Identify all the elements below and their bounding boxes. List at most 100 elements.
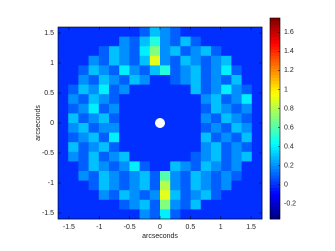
colorbar-swatch — [270, 184, 280, 188]
cell — [221, 161, 232, 172]
cell — [149, 180, 161, 191]
cell — [88, 161, 100, 172]
cell — [221, 103, 232, 114]
cell — [58, 209, 69, 220]
cell — [139, 180, 151, 191]
cell — [109, 84, 120, 95]
colorbar-swatch — [270, 206, 280, 210]
cell — [68, 103, 79, 114]
cell — [129, 84, 140, 95]
cell — [149, 142, 161, 153]
cell — [170, 209, 181, 220]
cell — [139, 75, 151, 85]
y-tick-label: 0.5 — [44, 90, 54, 97]
cell — [98, 161, 110, 172]
colorbar-swatch — [270, 109, 280, 113]
colorbar-tick-label: 1.6 — [284, 29, 294, 36]
cell — [119, 190, 130, 201]
cell — [211, 132, 222, 143]
cell — [170, 27, 181, 37]
cell — [211, 84, 222, 95]
cell — [190, 161, 202, 172]
cell — [88, 209, 100, 220]
colorbar-tick-label: 0.6 — [284, 124, 294, 131]
cell — [68, 171, 79, 181]
y-tick-label: 0 — [50, 120, 54, 127]
cell — [98, 123, 110, 133]
cell — [251, 151, 263, 162]
cell — [119, 180, 130, 191]
cell — [78, 199, 89, 210]
cell — [190, 46, 202, 57]
colorbar-swatch — [270, 162, 280, 167]
cell — [241, 180, 253, 191]
cell — [109, 132, 120, 143]
cell — [129, 46, 140, 57]
cell — [241, 94, 253, 105]
cell — [211, 94, 222, 105]
colorbar-swatch — [270, 127, 280, 132]
cell — [68, 180, 79, 191]
colorbar-swatch — [270, 74, 280, 79]
cell — [190, 65, 202, 76]
cell — [180, 132, 191, 143]
colorbar-swatch — [270, 43, 280, 47]
cell — [190, 113, 202, 124]
colorbar-swatch — [270, 149, 280, 154]
cell — [170, 75, 181, 85]
cell — [211, 209, 222, 220]
colorbar-swatch — [270, 134, 280, 138]
colorbar-swatch — [270, 36, 280, 41]
cell — [58, 27, 69, 37]
cell — [231, 142, 242, 153]
cell — [88, 103, 100, 114]
cell — [109, 180, 120, 191]
cell — [129, 27, 140, 37]
cell — [221, 27, 232, 37]
cell — [231, 113, 242, 124]
colorbar-swatch — [270, 49, 280, 53]
cell — [119, 103, 130, 114]
cell — [68, 123, 79, 133]
cell — [68, 132, 79, 143]
cell — [170, 161, 181, 172]
cell — [251, 46, 263, 57]
cell — [149, 84, 161, 95]
colorbar-swatch — [270, 131, 280, 135]
colorbar-tick-label: 1.2 — [284, 67, 294, 74]
cell — [190, 36, 202, 47]
cell — [98, 55, 110, 66]
cell — [200, 151, 212, 162]
cell — [211, 36, 222, 47]
cell — [170, 55, 181, 66]
cell — [251, 161, 263, 172]
cell — [88, 132, 100, 143]
cell — [119, 36, 130, 47]
y-tick-label: -0.5 — [42, 150, 54, 157]
cell — [78, 151, 89, 162]
colorbar-swatch — [270, 159, 280, 163]
cell — [58, 75, 69, 85]
cell — [180, 151, 191, 162]
colorbar-swatch — [270, 80, 280, 85]
colorbar-swatch — [270, 102, 280, 107]
cell — [98, 94, 110, 105]
cell — [98, 36, 110, 47]
cell — [200, 142, 212, 153]
cell — [160, 161, 171, 172]
cell — [98, 142, 110, 153]
cell — [241, 103, 253, 114]
cell — [231, 55, 242, 66]
y-tick-label: 1.5 — [44, 30, 54, 37]
cell — [88, 65, 100, 76]
colorbar-swatch — [270, 65, 280, 69]
cell — [211, 27, 222, 37]
cell — [58, 94, 69, 105]
cell — [251, 94, 263, 105]
cell — [149, 199, 161, 210]
cell — [78, 65, 89, 76]
cell — [241, 27, 253, 37]
colorbar-swatch — [270, 112, 280, 116]
colorbar-swatch — [270, 115, 280, 119]
